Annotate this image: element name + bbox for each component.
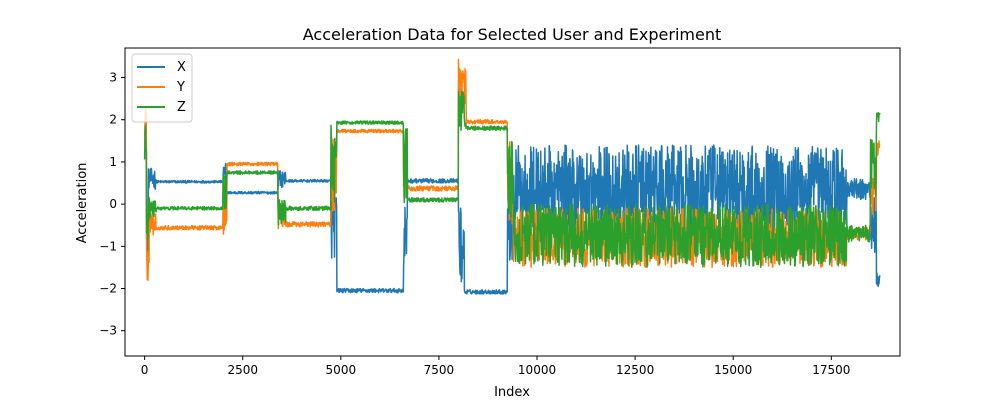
x-tick-label: 15000 (714, 363, 752, 377)
legend-label-z: Z (177, 100, 186, 115)
y-tick-label: 3 (109, 71, 117, 85)
plot-frame (124, 47, 901, 357)
x-tick-label: 12500 (616, 363, 654, 377)
x-tick-label: 17500 (812, 363, 850, 377)
y-axis-label: Acceleration (75, 163, 90, 244)
x-axis: 0 2500 5000 7500 10000 12500 15000 17500 (141, 356, 850, 377)
y-tick-label: 1 (109, 155, 117, 169)
y-axis: −3 −2 −1 0 1 2 3 (99, 71, 125, 338)
y-tick-label: −2 (99, 281, 117, 295)
x-tick-label: 10000 (518, 363, 556, 377)
x-tick-label: 5000 (326, 363, 357, 377)
y-tick-label: 2 (109, 113, 117, 127)
series-layer (143, 58, 881, 295)
x-tick-label: 2500 (227, 363, 258, 377)
plot-area (124, 47, 901, 357)
legend: XYZ (131, 53, 193, 123)
series-line-x (144, 113, 881, 295)
y-tick-label: 0 (109, 197, 117, 211)
y-tick-label: −3 (99, 324, 117, 338)
x-tick-label: 0 (141, 363, 149, 377)
legend-label-y: Y (176, 80, 185, 95)
legend-label-x: X (177, 60, 186, 75)
y-tick-label: −1 (99, 239, 117, 253)
chart-title: Acceleration Data for Selected User and … (303, 25, 722, 44)
series-line-z (143, 90, 881, 269)
x-tick-label: 7500 (424, 363, 455, 377)
x-axis-label: Index (494, 385, 530, 400)
